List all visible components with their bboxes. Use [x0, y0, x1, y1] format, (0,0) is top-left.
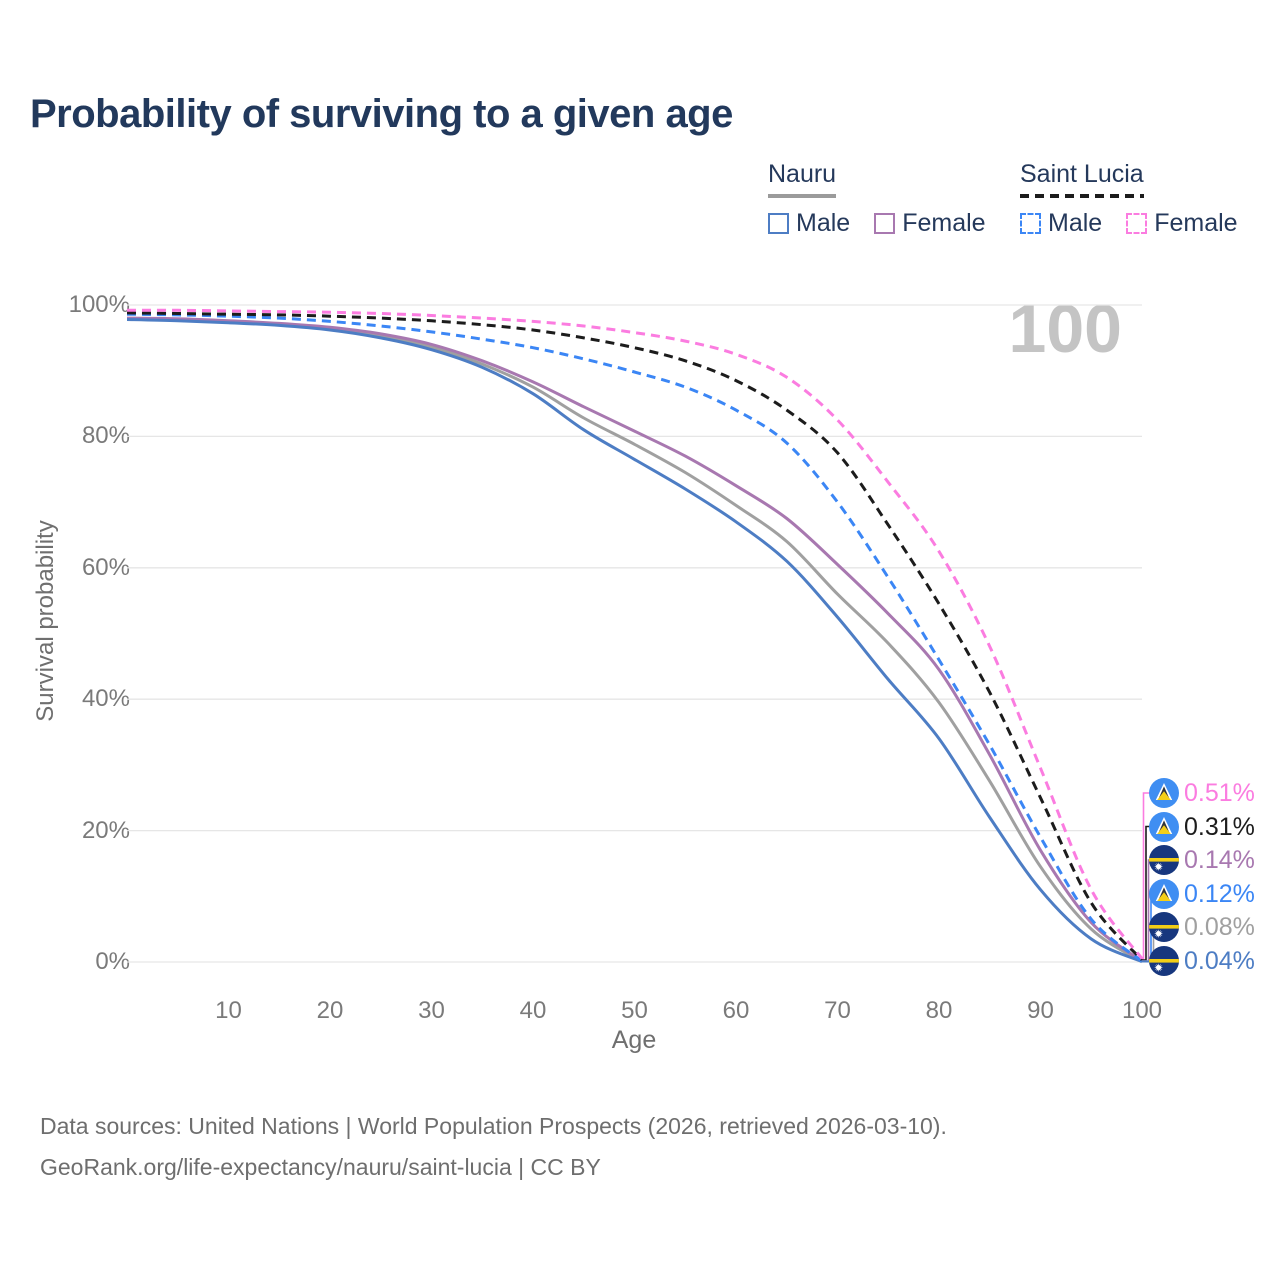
- age-counter-watermark: 100: [1008, 291, 1122, 367]
- page-title: Probability of surviving to a given age: [30, 92, 733, 136]
- x-tick-20: 20: [316, 997, 344, 1024]
- y-tick-40%: 40%: [81, 685, 130, 713]
- legend-item-label: Male: [796, 209, 851, 237]
- saint-lucia-male-swatch-icon[interactable]: [1020, 213, 1041, 234]
- series-line-saint-lucia-all[interactable]: [127, 311, 1144, 962]
- leader-line-saint-lucia-female: [1142, 792, 1154, 960]
- y-tick-20%: 20%: [81, 816, 130, 844]
- y-tick-0%: 0%: [95, 948, 130, 975]
- series-line-saint-lucia-female[interactable]: [127, 308, 1144, 960]
- legend-item-saint-lucia-male[interactable]: Male: [1020, 209, 1102, 238]
- y-tick-60%: 60%: [81, 553, 130, 581]
- end-label-nauru-female: 0.14%: [1149, 845, 1255, 875]
- footer-attribution[interactable]: GeoRank.org/life-expectancy/nauru/saint-…: [40, 1154, 601, 1180]
- end-label-saint-lucia-male: 0.12%: [1149, 878, 1255, 909]
- footer-data-sources: Data sources: United Nations | World Pop…: [40, 1113, 947, 1139]
- x-axis-title: Age: [611, 1026, 657, 1054]
- nauru-flag-icon: [1149, 845, 1179, 875]
- end-label-saint-lucia-all: 0.31%: [1149, 811, 1255, 842]
- legend-item-label: Female: [1154, 209, 1238, 237]
- legend-group-nauru: Nauru Male Female: [768, 160, 986, 238]
- x-tick-100: 100: [1121, 997, 1163, 1024]
- legend-underline-solid: [768, 194, 837, 198]
- saint-lucia-flag-icon: [1149, 811, 1179, 842]
- x-tick-10: 10: [215, 997, 242, 1024]
- end-label-value: 0.04%: [1184, 946, 1255, 975]
- nauru-female-swatch-icon[interactable]: [874, 213, 896, 234]
- nauru-male-swatch-icon[interactable]: [768, 213, 789, 234]
- series-line-nauru-all[interactable]: [127, 317, 1143, 963]
- y-tick-80%: 80%: [81, 422, 130, 450]
- legend-underline-dashed: [1020, 194, 1144, 198]
- legend-item-label: Male: [1048, 209, 1103, 237]
- x-tick-60: 60: [722, 997, 750, 1024]
- nauru-flag-icon: [1149, 912, 1179, 942]
- legend-item-label: Female: [902, 209, 986, 237]
- x-tick-40: 40: [519, 997, 547, 1024]
- nauru-flag-icon: [1149, 945, 1179, 976]
- end-label-nauru-male: 0.04%: [1149, 945, 1255, 976]
- saint-lucia-flag-icon: [1149, 778, 1179, 808]
- x-tick-80: 80: [925, 997, 953, 1024]
- x-tick-30: 30: [418, 997, 445, 1024]
- saint-lucia-female-swatch-icon[interactable]: [1126, 213, 1148, 234]
- footer: Data sources: United Nations | World Pop…: [40, 1106, 947, 1188]
- saint-lucia-flag-icon: [1149, 878, 1179, 909]
- end-label-nauru-all: 0.08%: [1149, 912, 1255, 942]
- y-tick-100%: 100%: [68, 291, 130, 318]
- end-label-value: 0.14%: [1184, 846, 1255, 874]
- series-line-nauru-male[interactable]: [127, 318, 1143, 964]
- legend-item-nauru-male[interactable]: Male: [768, 209, 850, 238]
- legend-item-nauru-female[interactable]: Female: [874, 209, 986, 238]
- end-label-saint-lucia-female: 0.51%: [1149, 778, 1255, 808]
- legend-group-saint-lucia: Saint Lucia Male Female: [1020, 160, 1238, 238]
- legend-country-saint-lucia[interactable]: Saint Lucia: [1020, 160, 1144, 188]
- end-label-value: 0.12%: [1184, 879, 1255, 908]
- x-tick-50: 50: [621, 997, 648, 1024]
- legend-country-nauru[interactable]: Nauru: [768, 160, 837, 188]
- end-label-value: 0.51%: [1184, 779, 1255, 807]
- series-line-saint-lucia-male[interactable]: [127, 312, 1143, 963]
- end-label-value: 0.31%: [1184, 812, 1255, 841]
- x-tick-90: 90: [1027, 997, 1054, 1024]
- end-label-value: 0.08%: [1184, 913, 1255, 941]
- series-line-nauru-female[interactable]: [127, 316, 1143, 963]
- legend-item-saint-lucia-female[interactable]: Female: [1126, 209, 1238, 238]
- x-tick-70: 70: [824, 997, 851, 1024]
- chart-plot-area[interactable]: [127, 302, 1197, 966]
